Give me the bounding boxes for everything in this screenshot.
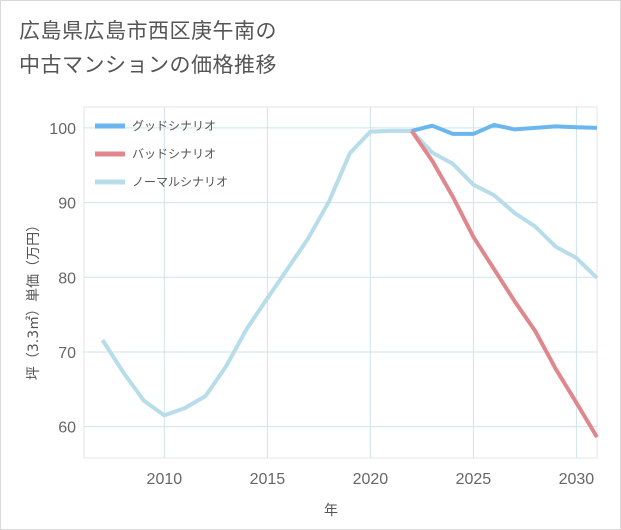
legend-label: ノーマルシナリオ bbox=[132, 175, 228, 189]
x-tick-label: 2020 bbox=[353, 471, 389, 488]
x-tick-label: 2025 bbox=[456, 471, 492, 488]
chart-title: 広島県広島市西区庚午南の 中古マンションの価格推移 bbox=[19, 14, 579, 82]
plot-area bbox=[83, 106, 598, 459]
y-tick-label: 80 bbox=[58, 270, 76, 287]
chart-title-line2: 中古マンションの価格推移 bbox=[19, 53, 277, 77]
series-lines bbox=[100, 122, 599, 439]
legend-label: グッドシナリオ bbox=[132, 119, 216, 133]
y-tick-label: 90 bbox=[58, 196, 76, 213]
legend-label: バッドシナリオ bbox=[132, 147, 216, 161]
y-tick-label: 60 bbox=[58, 420, 76, 437]
x-tick-label: 2010 bbox=[147, 471, 183, 488]
series-line-2 bbox=[100, 128, 599, 418]
x-tick-label: 2015 bbox=[250, 471, 286, 488]
y-tick-label: 100 bbox=[49, 121, 76, 138]
y-tick-labels: 60 70 80 90 100 bbox=[49, 121, 76, 437]
y-tick-label: 70 bbox=[58, 345, 76, 362]
x-tick-labels: 2010 2015 2020 2025 2030 bbox=[147, 471, 595, 488]
x-tick-label: 2030 bbox=[559, 471, 595, 488]
x-axis-label: 年 bbox=[324, 503, 338, 519]
series-line-0 bbox=[411, 122, 598, 136]
chart-title-line1: 広島県広島市西区庚午南の bbox=[19, 19, 277, 43]
series-line-1 bbox=[409, 129, 599, 439]
y-axis-label: 坪（3.3㎡）単価（万円） bbox=[26, 218, 42, 380]
